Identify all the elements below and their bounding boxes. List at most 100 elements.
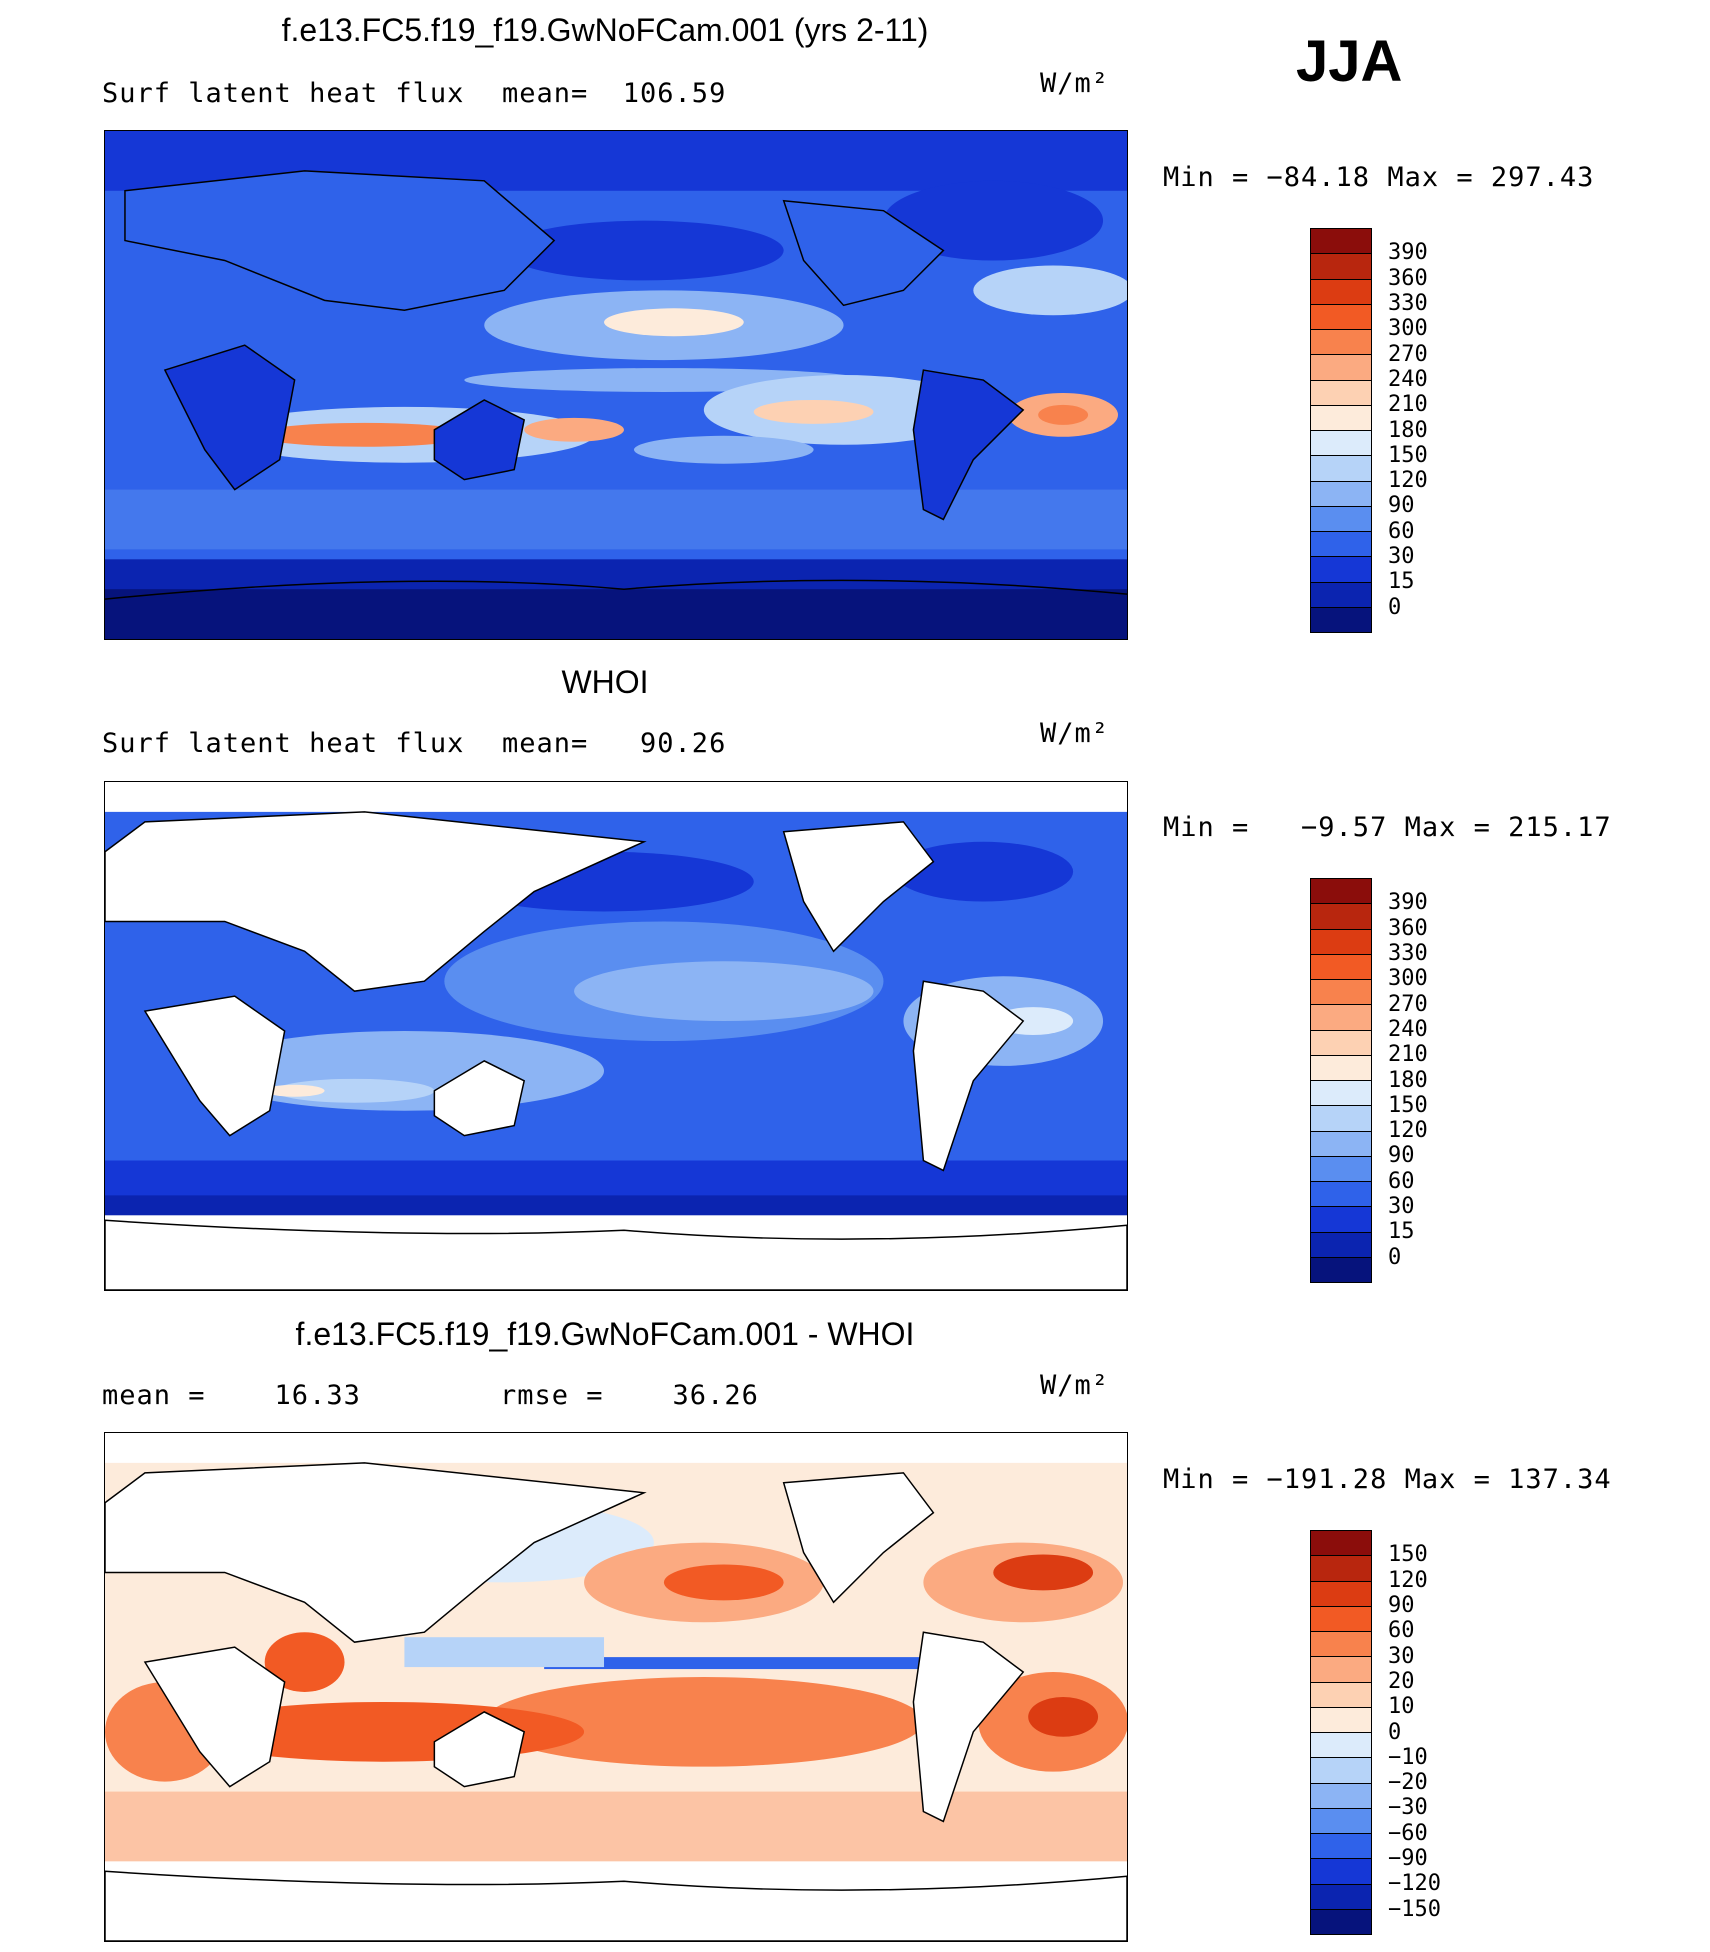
colorbar-swatch — [1311, 1030, 1371, 1056]
colorbar-tick-label: 240 — [1388, 366, 1428, 392]
colorbar-swatch — [1311, 904, 1371, 930]
season-label: JJA — [1296, 29, 1403, 94]
colorbar-tick-label: 390 — [1388, 890, 1428, 916]
colorbar-swatch — [1311, 1682, 1371, 1708]
colorbar-tick-label: 60 — [1388, 1618, 1415, 1644]
colorbar-tick-label: 240 — [1388, 1016, 1428, 1042]
colorbar-tick-label: 180 — [1388, 417, 1428, 443]
colorbar-swatch — [1311, 1657, 1371, 1683]
colorbar-tick-label: −10 — [1388, 1744, 1428, 1770]
colorbar-swatch — [1311, 229, 1371, 255]
colorbar-swatch — [1311, 557, 1371, 583]
colorbar-swatch — [1311, 532, 1371, 558]
colorbar-tick-label: 330 — [1388, 290, 1428, 316]
colorbar-tick-label: 360 — [1388, 265, 1428, 291]
colorbar-tick-label: 300 — [1388, 316, 1428, 342]
colorbar-tick-label: 210 — [1388, 1042, 1428, 1068]
panel1-minmax: Min = −84.18 Max = 297.43 — [1163, 162, 1595, 193]
colorbar-tick-label: 15 — [1388, 1219, 1415, 1245]
colorbar-swatch — [1311, 1758, 1371, 1784]
panel1-units: W/m² — [1040, 68, 1110, 99]
colorbar-tick-label: 30 — [1388, 1194, 1415, 1220]
colorbar-tick-label: 90 — [1388, 493, 1415, 519]
panel2-mean-label: mean= 90.26 — [502, 728, 727, 759]
colorbar-swatch — [1311, 1182, 1371, 1208]
colorbar-swatch — [1311, 1556, 1371, 1582]
panel2-units: W/m² — [1040, 718, 1110, 749]
panel1-title: f.e13.FC5.f19_f19.GwNoFCam.001 (yrs 2-11… — [281, 12, 929, 48]
panel1-model-map — [104, 130, 1128, 640]
colorbar-swatch — [1311, 1531, 1371, 1557]
colorbar-tick-label: −120 — [1388, 1871, 1441, 1897]
colorbar-swatch — [1311, 1131, 1371, 1157]
colorbar-tick-label: 90 — [1388, 1143, 1415, 1169]
panel3-colorbar — [1310, 1530, 1372, 1935]
colorbar-swatch — [1311, 254, 1371, 280]
colorbar-swatch — [1311, 506, 1371, 532]
colorbar-tick-label: 15 — [1388, 569, 1415, 595]
colorbar-swatch — [1311, 456, 1371, 482]
colorbar-swatch — [1311, 304, 1371, 330]
colorbar-tick-label: 270 — [1388, 991, 1428, 1017]
panel3-title: f.e13.FC5.f19_f19.GwNoFCam.001 - WHOI — [295, 1316, 915, 1352]
colorbar-swatch — [1311, 1884, 1371, 1910]
panel2-observation-map — [104, 781, 1128, 1291]
colorbar-swatch — [1311, 1106, 1371, 1132]
colorbar-tick-label: 390 — [1388, 240, 1428, 266]
colorbar-tick-label: 0 — [1388, 1244, 1402, 1270]
colorbar-tick-label: 30 — [1388, 1643, 1415, 1669]
colorbar-swatch — [1311, 1707, 1371, 1733]
colorbar-swatch — [1311, 1606, 1371, 1632]
colorbar-swatch — [1311, 1005, 1371, 1031]
colorbar-tick-label: 0 — [1388, 594, 1402, 620]
panel3-rmse-label: rmse = 36.26 — [500, 1380, 759, 1411]
colorbar-swatch — [1311, 582, 1371, 608]
colorbar-tick-label: −60 — [1388, 1820, 1428, 1846]
colorbar-tick-label: −90 — [1388, 1846, 1428, 1872]
colorbar-tick-label: 60 — [1388, 1168, 1415, 1194]
colorbar-swatch — [1311, 380, 1371, 406]
colorbar-swatch — [1311, 1081, 1371, 1107]
panel3-minmax: Min = −191.28 Max = 137.34 — [1163, 1464, 1612, 1495]
colorbar-tick-label: −20 — [1388, 1770, 1428, 1796]
colorbar-tick-label: 10 — [1388, 1694, 1415, 1720]
colorbar-swatch — [1311, 1581, 1371, 1607]
colorbar-swatch — [1311, 954, 1371, 980]
colorbar-tick-label: −30 — [1388, 1795, 1428, 1821]
panel1-mean-label: mean= 106.59 — [502, 78, 727, 109]
colorbar-tick-label: 90 — [1388, 1592, 1415, 1618]
colorbar-tick-label: 270 — [1388, 341, 1428, 367]
colorbar-swatch — [1311, 1632, 1371, 1658]
colorbar-swatch — [1311, 1207, 1371, 1233]
colorbar-tick-label: 150 — [1388, 442, 1428, 468]
panel3-mean-label: mean = 16.33 — [102, 1380, 361, 1411]
colorbar-swatch — [1311, 1808, 1371, 1834]
colorbar-swatch — [1311, 1232, 1371, 1258]
colorbar-tick-label: 20 — [1388, 1668, 1415, 1694]
colorbar-swatch — [1311, 431, 1371, 457]
colorbar-tick-label: 30 — [1388, 544, 1415, 570]
colorbar-tick-label: 0 — [1388, 1719, 1402, 1745]
panel1-colorbar — [1310, 228, 1372, 633]
colorbar-swatch — [1311, 929, 1371, 955]
colorbar-tick-label: 150 — [1388, 1542, 1428, 1568]
colorbar-tick-label: 120 — [1388, 1567, 1428, 1593]
colorbar-tick-label: 60 — [1388, 518, 1415, 544]
colorbar-swatch — [1311, 355, 1371, 381]
colorbar-swatch — [1311, 330, 1371, 356]
panel2-title: WHOI — [561, 664, 649, 700]
colorbar-swatch — [1311, 1834, 1371, 1860]
colorbar-tick-label: 360 — [1388, 915, 1428, 941]
panel1-variable-label: Surf latent heat flux — [102, 78, 465, 109]
colorbar-swatch — [1311, 980, 1371, 1006]
colorbar-swatch — [1311, 1055, 1371, 1081]
colorbar-swatch — [1311, 481, 1371, 507]
colorbar-swatch — [1311, 1859, 1371, 1885]
colorbar-tick-label: 330 — [1388, 940, 1428, 966]
colorbar-tick-label: 180 — [1388, 1067, 1428, 1093]
colorbar-swatch — [1311, 1783, 1371, 1809]
colorbar-swatch — [1311, 1909, 1371, 1934]
colorbar-swatch — [1311, 607, 1371, 632]
colorbar-swatch — [1311, 1156, 1371, 1182]
colorbar-tick-label: 210 — [1388, 392, 1428, 418]
